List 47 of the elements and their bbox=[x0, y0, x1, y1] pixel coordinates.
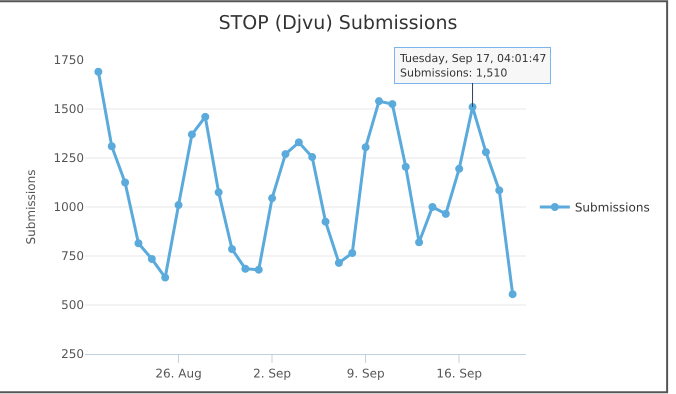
point bbox=[121, 178, 130, 186]
point bbox=[294, 138, 303, 146]
y-tick-label: 1750 bbox=[53, 53, 84, 68]
point bbox=[482, 148, 490, 156]
y-tick-label: 500 bbox=[61, 298, 84, 312]
y-tick-label: 750 bbox=[61, 249, 84, 264]
y-axis-title: Submissions bbox=[24, 170, 38, 244]
point bbox=[428, 203, 436, 211]
point bbox=[241, 264, 250, 273]
y-tick-label: 250 bbox=[61, 347, 84, 362]
point bbox=[134, 239, 142, 248]
point bbox=[228, 245, 236, 254]
point bbox=[108, 142, 116, 150]
x-tick-label: 26. Aug bbox=[155, 366, 202, 380]
point bbox=[201, 112, 210, 121]
x-tick-label: 16. Sep bbox=[436, 366, 482, 380]
point bbox=[94, 68, 102, 76]
point bbox=[442, 210, 450, 218]
point bbox=[415, 238, 424, 246]
y-tick-label: 1000 bbox=[53, 200, 84, 214]
point bbox=[188, 130, 196, 138]
point bbox=[268, 194, 276, 202]
point bbox=[375, 97, 383, 106]
point bbox=[161, 274, 170, 282]
y-tick-label: 1500 bbox=[53, 102, 84, 116]
point bbox=[362, 143, 370, 152]
point bbox=[254, 266, 263, 274]
annotation: Tuesday, Sep 17, 04:01:47 Submissions: 1,510 bbox=[399, 52, 546, 80]
point bbox=[214, 188, 223, 196]
point bbox=[148, 254, 156, 263]
point bbox=[455, 164, 464, 173]
chart-title: STOP (Djvu) Submissions bbox=[218, 12, 458, 34]
x-tick-label: 2. Sep bbox=[253, 366, 292, 380]
y-tick-label: 1250 bbox=[53, 151, 84, 166]
point bbox=[508, 290, 517, 298]
point bbox=[308, 153, 316, 162]
point bbox=[468, 103, 477, 112]
point bbox=[388, 100, 396, 108]
point bbox=[322, 218, 330, 226]
point bbox=[495, 186, 504, 194]
point bbox=[348, 249, 356, 258]
point bbox=[402, 162, 410, 171]
legend-label: Submissions bbox=[574, 200, 650, 215]
x-tick-label: 9. Sep bbox=[346, 366, 385, 380]
point bbox=[281, 150, 290, 158]
point bbox=[174, 201, 183, 210]
point bbox=[334, 258, 343, 267]
